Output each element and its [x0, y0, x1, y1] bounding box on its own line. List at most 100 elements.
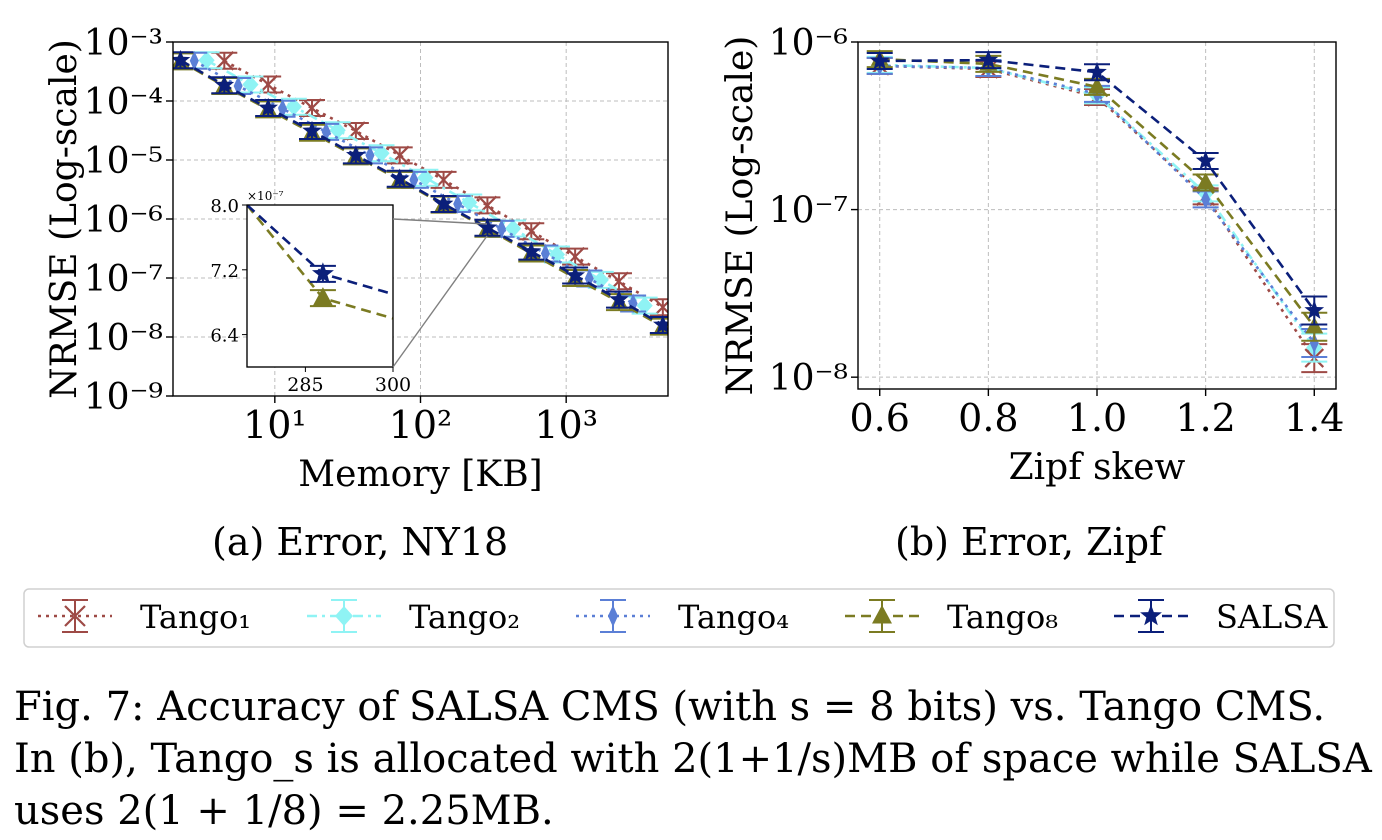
b-xtick-label-2: 1.0 [1067, 396, 1127, 440]
b-point-3-3 [1196, 172, 1215, 190]
a-inset-plot [247, 205, 393, 320]
a-point-4-7 [477, 217, 498, 237]
legend-label-4: SALSA [1216, 598, 1328, 636]
a-point-1-9 [592, 270, 609, 289]
a-point-1-3 [329, 121, 346, 140]
a-point-0-0 [214, 51, 235, 71]
b-point-4-4 [1304, 300, 1325, 319]
legend-label-0: Tango₁ [140, 598, 251, 636]
a-point-4-10 [609, 289, 629, 308]
a-ytick-label-2: 10⁻⁵ [84, 141, 163, 182]
a-point-4-1 [214, 74, 235, 94]
legend-entry-4: SALSA [1114, 598, 1328, 636]
legend-entry-0: Tango₁ [38, 598, 251, 636]
caption-line-3: uses 2(1 + 1/8) = 2.25MB. [14, 788, 554, 834]
legend-entry-1: Tango₂ [307, 598, 520, 636]
b-plot-area [866, 49, 1328, 374]
a-point-1-6 [461, 193, 478, 212]
a-ytick-label-0: 10⁻³ [84, 23, 163, 64]
a-point-1-2 [285, 97, 302, 116]
a-y-axis-label: NRMSE (Log-scale) [44, 39, 85, 399]
b-point-4-1 [978, 49, 999, 69]
a-ytick-label-1: 10⁻⁴ [84, 82, 163, 123]
b-xtick-label-4: 1.4 [1284, 396, 1344, 440]
a-point-1-5 [417, 168, 434, 187]
subcaption-b: (b) Error, Zipf [895, 520, 1164, 564]
b-point-2-3 [1201, 189, 1211, 210]
legend-label-1: Tango₂ [409, 598, 520, 636]
a-point-2-7 [497, 218, 507, 239]
a-inset-ytick-label-0: 8.0 [210, 196, 239, 217]
subcaption-a: (a) Error, NY18 [212, 520, 509, 564]
b-ytick-label-1: 10⁻⁷ [769, 191, 848, 232]
b-ytick-label-2: 10⁻⁸ [769, 358, 848, 399]
a-plot-area [173, 49, 668, 336]
b-point-3-2 [1088, 76, 1106, 94]
legend: Tango₁ Tango₂ Tango₄ Tango₈ SALSA [23, 588, 1335, 648]
a-xtick-label-2: 10³ [534, 403, 598, 447]
a-ytick-label-5: 10⁻⁸ [84, 318, 163, 359]
a-point-2-6 [453, 194, 463, 214]
caption-line-1: Fig. 7: Accuracy of SALSA CMS (with s = … [14, 684, 1326, 730]
caption-line-2: In (b), Tango_s is allocated with 2(1+1/… [14, 736, 1372, 782]
b-ytick-label-0: 10⁻⁶ [769, 23, 848, 64]
a-inset-xtick-label-1: 300 [375, 374, 411, 396]
a-inset-point-1 [312, 262, 334, 284]
legend-entry-3: Tango₈ [845, 598, 1058, 636]
a-series-0 [211, 51, 668, 317]
b-point-2-4 [1309, 333, 1319, 353]
b-x-axis-label: Zipf skew [1009, 447, 1186, 488]
b-xtick-label-3: 1.2 [1175, 396, 1235, 440]
b-series-line-3 [879, 57, 1316, 328]
a-inset-ytick-label-2: 6.4 [210, 326, 239, 347]
a-point-1-7 [504, 219, 522, 238]
a-point-2-8 [540, 243, 550, 264]
a-point-4-2 [258, 97, 278, 117]
a-inset-xtick-label-0: 285 [287, 374, 323, 396]
b-point-4-0 [869, 50, 890, 70]
a-point-4-4 [346, 145, 366, 164]
a-ytick-label-4: 10⁻⁷ [84, 259, 163, 300]
a-series-4 [173, 49, 668, 334]
a-point-4-3 [302, 120, 322, 140]
a-series-line-4 [179, 59, 664, 327]
legend-marker-thin-diamond-2 [608, 605, 618, 627]
a-point-4-5 [389, 168, 410, 188]
legend-marker-star-4 [1140, 604, 1162, 626]
a-ytick-label-3: 10⁻⁶ [84, 200, 163, 241]
a-point-1-1 [242, 75, 259, 94]
b-panel: 0.6 0.8 1.0 1.2 1.4 10⁻⁶ 10⁻⁷ 10⁻⁸ Zipf skew NRMS… [720, 23, 1344, 488]
b-y-axis-label: NRMSE (Log-scale) [720, 36, 761, 396]
a-inset-frame [246, 204, 394, 368]
legend-marker-x-0 [64, 605, 86, 627]
b-point-4-2 [1087, 61, 1107, 81]
a-inset: 285 300 8.0 7.2 6.4 ×10⁻⁷ [210, 189, 488, 396]
legend-entry-2: Tango₄ [576, 598, 789, 636]
legend-marker-diamond-1 [335, 606, 353, 626]
a-point-1-4 [373, 144, 390, 163]
a-xtick-label-0: 10¹ [243, 403, 307, 447]
a-point-2-1 [233, 76, 243, 96]
a-x-axis-label: Memory [KB] [298, 454, 542, 495]
b-xtick-label-0: 0.6 [850, 396, 910, 440]
a-inset-point-0 [312, 287, 333, 306]
a-point-4-8 [521, 241, 542, 260]
a-inset-multiplier: ×10⁻⁷ [247, 189, 284, 203]
a-xtick-label-1: 10² [389, 403, 453, 447]
b-point-4-3 [1195, 150, 1216, 170]
a-point-4-9 [565, 265, 585, 284]
legend-label-3: Tango₈ [947, 598, 1058, 636]
a-ytick-label-6: 10⁻⁹ [84, 377, 163, 418]
a-point-1-10 [636, 296, 653, 315]
a-inset-connector-2 [392, 235, 488, 368]
b-series-4 [866, 49, 1328, 326]
b-series-line-2 [879, 64, 1316, 344]
a-point-2-0 [189, 50, 199, 71]
a-inset-background [246, 204, 394, 368]
a-series-line-1 [205, 59, 646, 307]
a-panel: 10¹ 10² 10³ 10⁻³ 10⁻⁴ 10⁻⁵ 10⁻⁶ 10⁻⁷ 10⁻⁸ 10⁻⁹ Mem… [44, 23, 669, 495]
a-point-4-6 [433, 193, 454, 213]
a-point-4-11 [653, 314, 668, 334]
